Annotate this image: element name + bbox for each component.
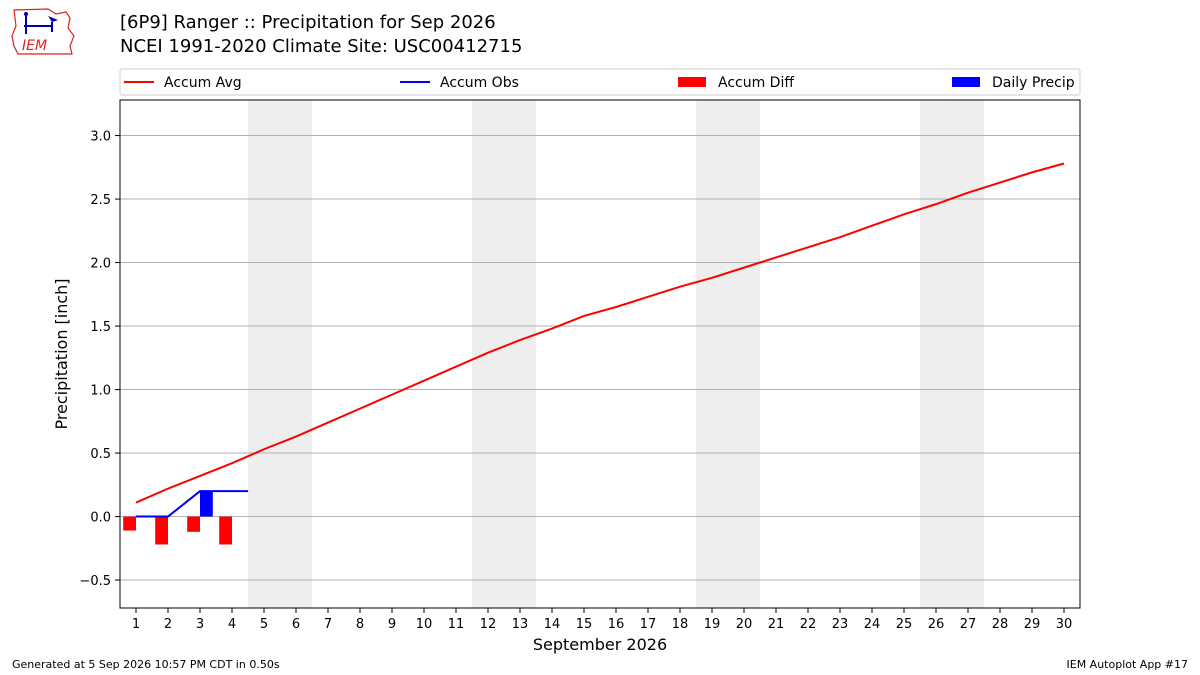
y-tick-label: 1.5 <box>90 320 111 335</box>
y-tick-label: 1.0 <box>90 384 111 399</box>
x-tick-label: 15 <box>576 617 593 632</box>
weekend-band <box>472 100 536 608</box>
x-tick-label: 7 <box>324 617 332 632</box>
legend-label: Daily Precip <box>992 75 1075 91</box>
x-tick-label: 18 <box>672 617 689 632</box>
legend: Accum Avg Accum Obs Accum Diff Daily Precip <box>119 68 1081 96</box>
x-tick-label: 16 <box>608 617 625 632</box>
x-axis-ticks: 1 2 3 4 5 6 7 8 9 10 11 12 13 14 15 16 17 18 19 20 21 22 23 24 2… <box>132 608 1072 632</box>
x-tick-label: 14 <box>544 617 561 632</box>
bar-series <box>123 491 232 545</box>
y-axis-ticks: −0.5 0.0 0.5 1.0 1.5 2.0 2.5 3.0 <box>79 130 120 589</box>
x-tick-label: 19 <box>704 617 721 632</box>
plot-frame <box>119 99 1081 609</box>
x-tick-label: 13 <box>512 617 529 632</box>
x-tick-label: 1 <box>132 617 140 632</box>
accum-diff-bar <box>187 516 200 532</box>
legend-box <box>119 68 1081 96</box>
y-tick-label: −0.5 <box>79 574 111 589</box>
x-tick-label: 10 <box>416 617 433 632</box>
legend-label: Accum Diff <box>718 75 794 91</box>
daily-precip-bar <box>200 491 213 517</box>
accum-diff-bar <box>155 516 168 545</box>
x-tick-label: 30 <box>1056 617 1073 632</box>
x-tick-label: 23 <box>832 617 849 632</box>
x-tick-label: 26 <box>928 617 945 632</box>
logo-text: IEM <box>22 38 47 54</box>
x-tick-label: 29 <box>1024 617 1041 632</box>
x-tick-label: 21 <box>768 617 785 632</box>
weekend-bands <box>248 100 984 608</box>
x-tick-label: 3 <box>196 617 204 632</box>
iem-logo: IEM <box>11 8 75 55</box>
x-tick-label: 4 <box>228 617 236 632</box>
y-axis-label: Precipitation [inch] <box>52 278 71 429</box>
x-tick-label: 8 <box>356 617 364 632</box>
chart-title: [6P9] Ranger :: Precipitation for Sep 20… <box>120 12 496 33</box>
accum-obs-line <box>136 490 248 518</box>
accum-diff-bar <box>219 516 232 545</box>
x-tick-label: 27 <box>960 617 977 632</box>
x-tick-label: 2 <box>164 617 172 632</box>
legend-swatch <box>678 77 706 87</box>
x-tick-label: 17 <box>640 617 657 632</box>
footer-generated: Generated at 5 Sep 2026 10:57 PM CDT in … <box>12 658 280 671</box>
legend-swatch <box>952 77 980 87</box>
accum-diff-bar <box>123 516 136 531</box>
y-tick-label: 3.0 <box>90 130 111 145</box>
y-gridlines <box>120 135 1080 581</box>
weekend-band <box>248 100 312 608</box>
y-tick-label: 2.0 <box>90 257 111 272</box>
footer-app: IEM Autoplot App #17 <box>1066 658 1189 671</box>
line-series <box>135 162 1065 518</box>
x-tick-label: 12 <box>480 617 497 632</box>
x-tick-label: 9 <box>388 617 396 632</box>
x-axis-label: September 2026 <box>533 635 667 654</box>
y-tick-label: 2.5 <box>90 193 111 208</box>
x-tick-label: 11 <box>448 617 465 632</box>
x-tick-label: 20 <box>736 617 753 632</box>
y-tick-label: 0.0 <box>90 511 111 526</box>
x-tick-label: 6 <box>292 617 300 632</box>
x-tick-label: 28 <box>992 617 1009 632</box>
weekend-band <box>696 100 760 608</box>
y-tick-label: 0.5 <box>90 447 111 462</box>
x-tick-label: 24 <box>864 617 881 632</box>
x-tick-label: 5 <box>260 617 268 632</box>
accum-avg-line <box>135 162 1065 504</box>
legend-label: Accum Avg <box>164 75 242 91</box>
x-tick-label: 22 <box>800 617 817 632</box>
legend-label: Accum Obs <box>440 75 519 91</box>
chart-subtitle: NCEI 1991-2020 Climate Site: USC00412715 <box>120 36 523 57</box>
weekend-band <box>920 100 984 608</box>
x-tick-label: 25 <box>896 617 913 632</box>
